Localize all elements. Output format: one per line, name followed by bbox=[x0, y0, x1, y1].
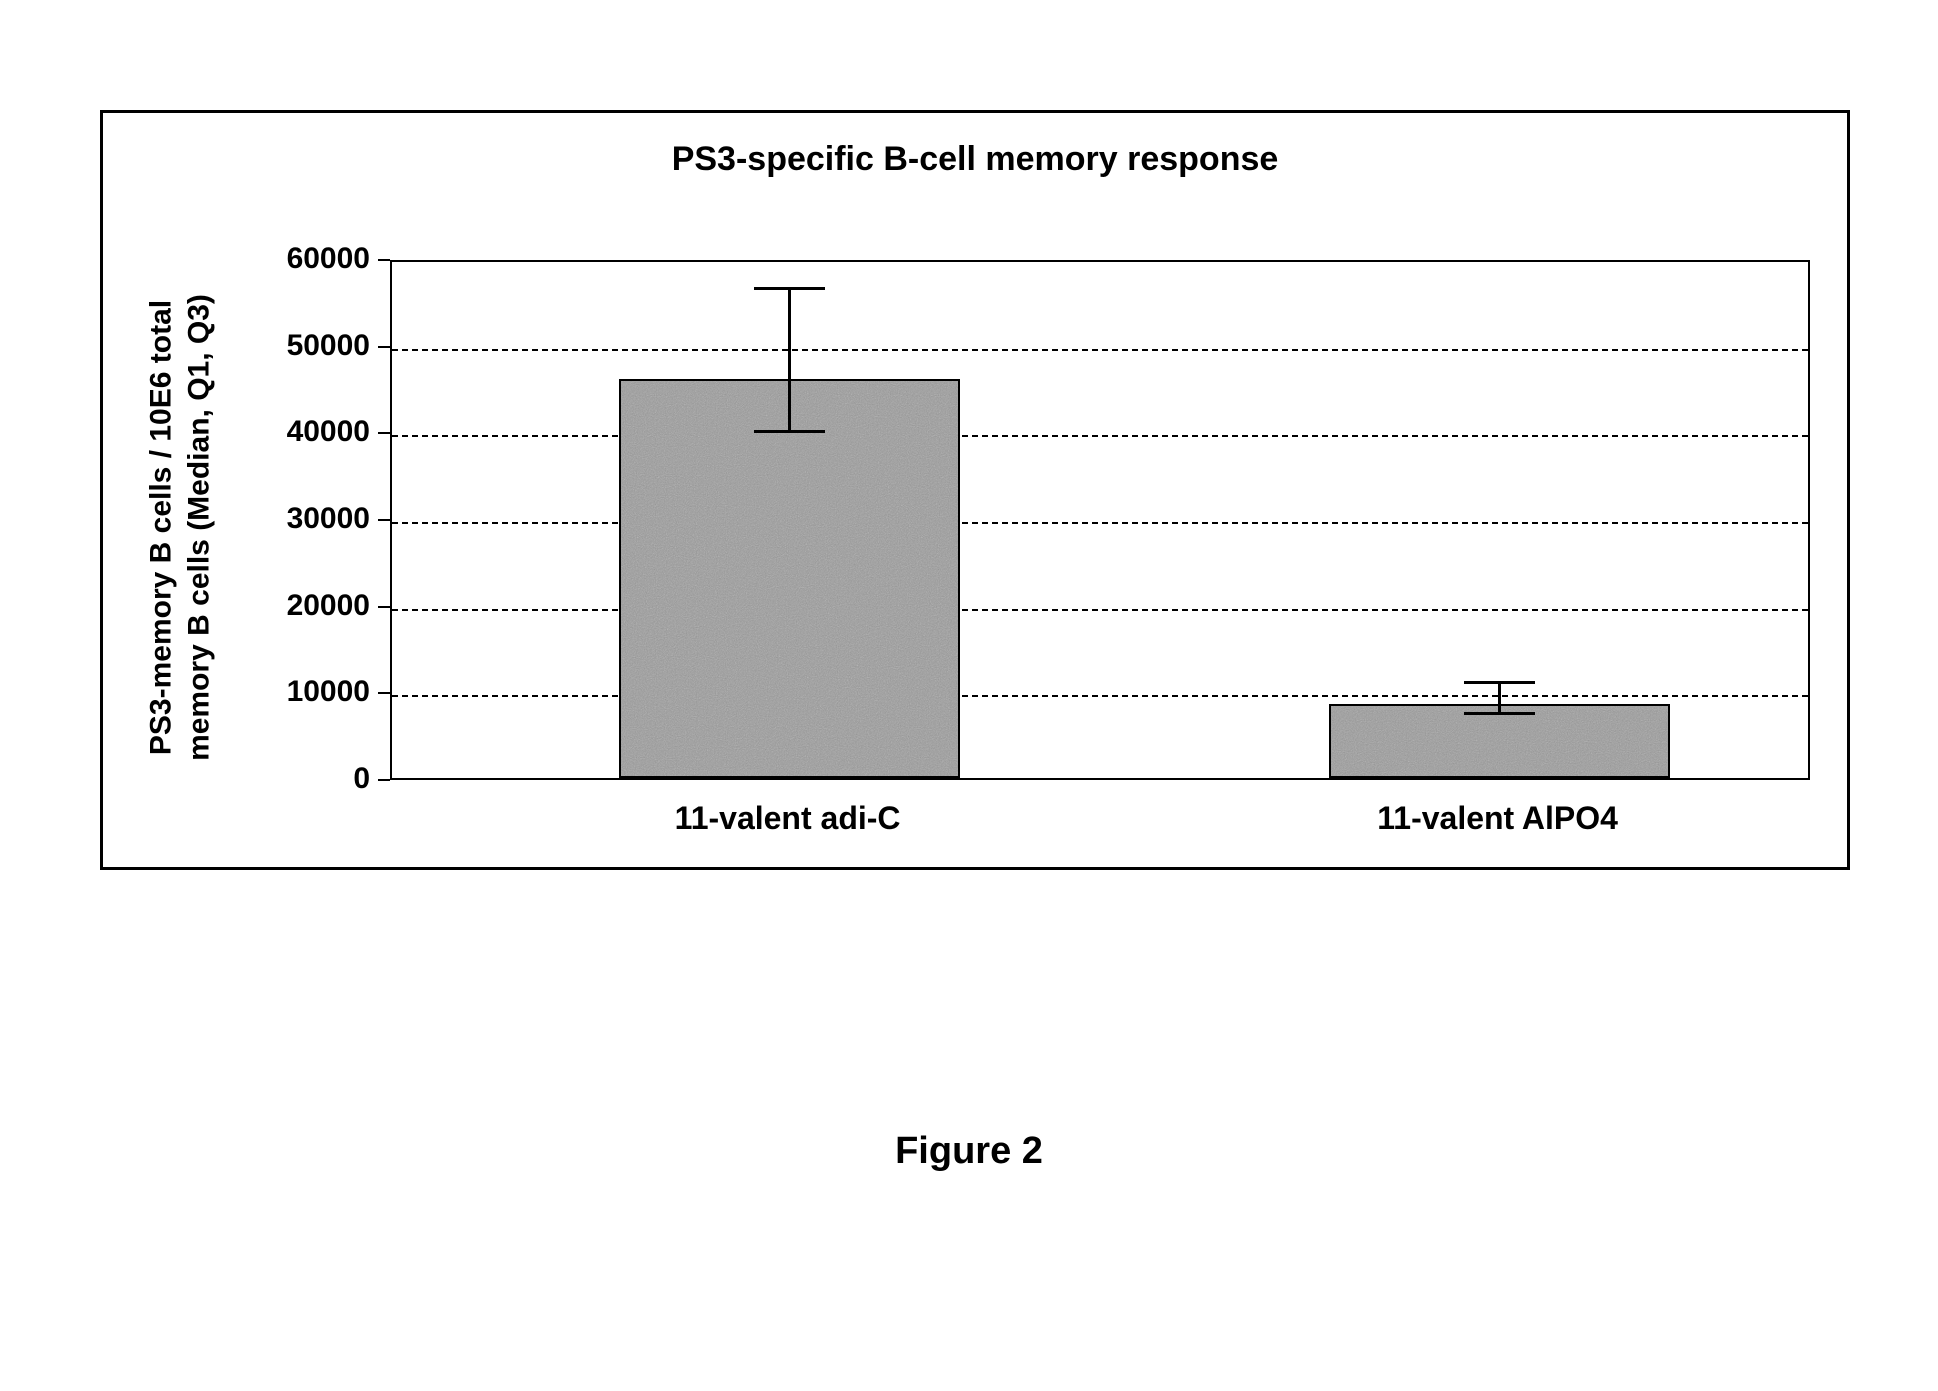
errorbar-cap-bottom-1 bbox=[1464, 712, 1535, 715]
bar-1 bbox=[1329, 704, 1670, 778]
y-tick-mark bbox=[378, 606, 390, 608]
y-tick-label: 0 bbox=[240, 762, 370, 796]
y-tick-label: 10000 bbox=[240, 675, 370, 709]
y-tick-label: 20000 bbox=[240, 589, 370, 623]
x-tick-label-1: 11-valent AlPO4 bbox=[1248, 800, 1748, 837]
y-tick-mark bbox=[378, 692, 390, 694]
y-tick-label: 30000 bbox=[240, 502, 370, 536]
y-tick-mark bbox=[378, 346, 390, 348]
gridline bbox=[392, 609, 1808, 611]
y-tick-mark bbox=[378, 432, 390, 434]
gridline bbox=[392, 435, 1808, 437]
y-tick-label: 50000 bbox=[240, 329, 370, 363]
errorbar-cap-bottom-0 bbox=[754, 430, 825, 433]
errorbar-stem-1 bbox=[1498, 682, 1501, 712]
errorbar-cap-top-1 bbox=[1464, 681, 1535, 684]
y-tick-mark bbox=[378, 779, 390, 781]
errorbar-cap-top-0 bbox=[754, 287, 825, 290]
y-tick-mark bbox=[378, 259, 390, 261]
x-tick-label-0: 11-valent adi-C bbox=[538, 800, 1038, 837]
gridline bbox=[392, 349, 1808, 351]
gridline bbox=[392, 695, 1808, 697]
y-axis-label: PS3-memory B cells / 10E6 total memory B… bbox=[143, 228, 218, 828]
plot-area bbox=[390, 260, 1810, 780]
gridline bbox=[392, 522, 1808, 524]
y-tick-mark bbox=[378, 519, 390, 521]
bar-0 bbox=[619, 379, 960, 778]
y-tick-label: 60000 bbox=[240, 242, 370, 276]
errorbar-stem-0 bbox=[788, 288, 791, 431]
y-tick-label: 40000 bbox=[240, 415, 370, 449]
chart-title: PS3-specific B-cell memory response bbox=[100, 140, 1850, 179]
figure-caption: Figure 2 bbox=[0, 1130, 1938, 1173]
